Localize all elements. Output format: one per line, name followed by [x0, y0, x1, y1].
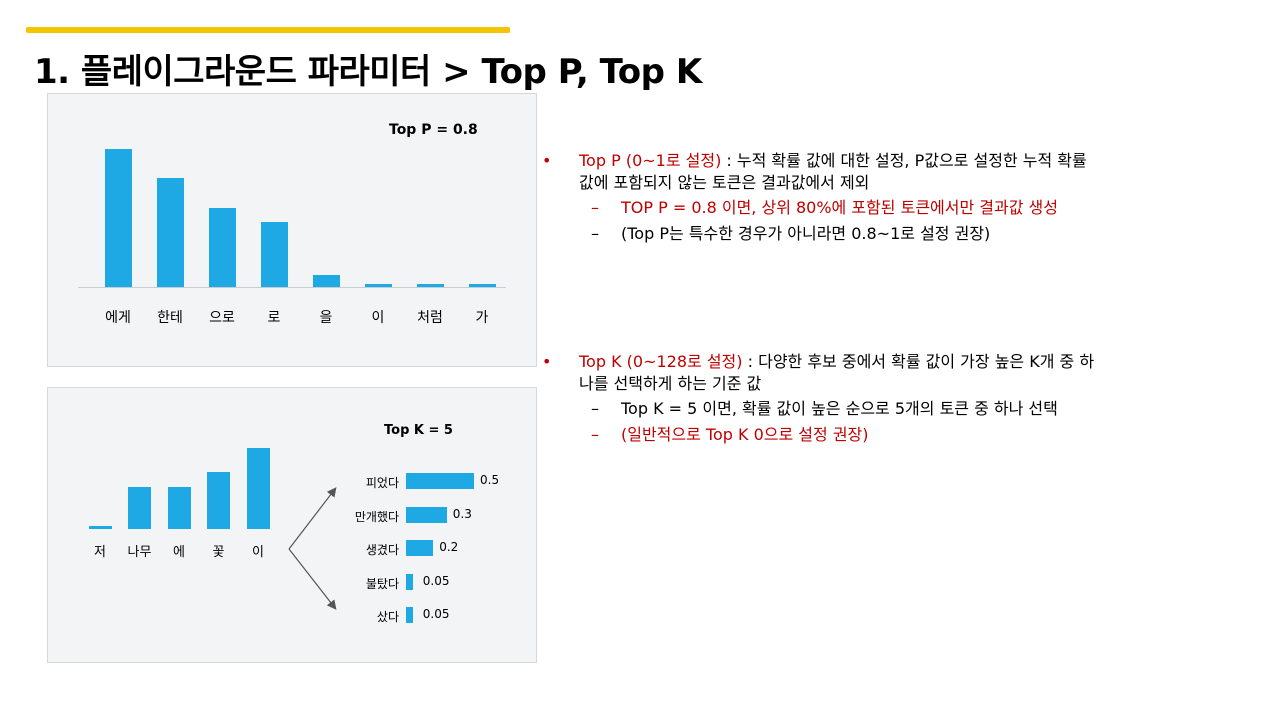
top-k-category-label: 나무 [127, 545, 152, 560]
top-p-bar-2 [156, 178, 184, 287]
sub-marker: – [591, 399, 599, 418]
top-p-sub2: (Top P는 특수한 경우가 아니라면 0.8~1로 설정 권장) [621, 224, 991, 243]
sub-marker: – [591, 425, 599, 444]
bullet-marker: • [542, 352, 552, 371]
top-p-bar-6 [364, 284, 392, 287]
top-k-bar-1 [88, 526, 112, 529]
slide-title: 1. 플레이그라운드 파라미터 > Top P, Top K [34, 52, 702, 92]
top-p-bar-3 [208, 207, 236, 287]
top-k-category-label: 이 [252, 545, 264, 560]
top-k-category-label: 꽃 [212, 545, 225, 560]
top-k-desc1: : 다양한 후보 중에서 확률 값이 가장 높은 K개 중 하 [742, 352, 1095, 371]
top-k-sub2: (일반적으로 Top K 0으로 설정 권장) [621, 425, 869, 444]
top-p-category-label: 으로 [209, 310, 235, 326]
bullet-marker: • [542, 151, 552, 170]
arrow-up [288, 487, 337, 550]
top-k-bar-2 [128, 487, 151, 529]
arrow-down [288, 548, 337, 610]
candidate-label: 생겼다 [365, 543, 399, 557]
top-p-category-label: 가 [475, 310, 489, 326]
candidate-label: 만개했다 [354, 509, 399, 524]
candidate-label: 불탔다 [365, 576, 399, 591]
top-p-category-label: 을 [319, 310, 333, 326]
top-p-lead: Top P (0~1로 설정) [579, 151, 722, 170]
top-k-chart-title: Top K = 5 [384, 423, 453, 438]
candidate-value: 0.3 [452, 506, 472, 521]
branch-arrows [288, 487, 337, 610]
candidate-value: 0.2 [439, 540, 459, 554]
top-k-sub1: Top K = 5 이면, 확률 값이 높은 순으로 5개의 토큰 중 하나 선… [621, 399, 1058, 418]
sub-marker: – [591, 224, 599, 243]
top-k-category-label: 저 [94, 545, 106, 560]
top-p-bar-1 [104, 148, 132, 287]
top-k-bar-3 [167, 487, 191, 529]
candidate-bar-1 [406, 473, 474, 489]
top-p-bar-4 [260, 222, 288, 287]
top-k-desc-line1: Top K (0~128로 설정) : 다양한 후보 중에서 확률 값이 가장 … [579, 351, 1094, 373]
top-k-category-label: 에 [173, 545, 185, 560]
top-k-bar-4 [207, 471, 230, 529]
sub-marker: – [591, 198, 599, 217]
top-k-desc2: 나를 선택하게 하는 기준 값 [579, 374, 762, 393]
candidate-value: 0.05 [422, 573, 450, 588]
top-p-category-label: 에게 [105, 310, 131, 326]
top-k-bar-5 [246, 447, 270, 529]
top-p-chart-panel: Top P = 0.8 에게 한테 으로 로 을 이 처럼 가 [47, 93, 537, 367]
top-p-bar-5 [312, 275, 340, 287]
candidate-bar-2 [406, 506, 447, 523]
top-p-category-label: 처럼 [417, 310, 443, 326]
candidate-bar-5 [406, 607, 413, 623]
top-p-chart-title: Top P = 0.8 [389, 122, 478, 138]
top-p-category-label: 한테 [157, 310, 183, 326]
top-p-category-label: 로 [267, 310, 281, 326]
top-p-sub1: TOP P = 0.8 이면, 상위 80%에 포함된 토큰에서만 결과값 생성 [621, 198, 1058, 217]
top-p-bar-8 [468, 284, 496, 287]
candidate-value: 0.5 [480, 473, 500, 487]
top-p-desc-line1: Top P (0~1로 설정) : 누적 확률 값에 대한 설정, P값으로 설… [579, 150, 1087, 172]
top-p-desc1: : 누적 확률 값에 대한 설정, P값으로 설정한 누적 확률 [721, 151, 1087, 170]
top-p-desc2: 값에 포함되지 않는 토큰은 결과값에서 제외 [579, 173, 870, 192]
candidate-bar-3 [406, 540, 434, 556]
top-p-bar-7 [416, 284, 444, 287]
candidate-value: 0.05 [422, 607, 450, 621]
candidate-label: 피었다 [365, 476, 399, 490]
candidate-label: 샀다 [376, 610, 399, 624]
candidate-bar-4 [406, 573, 413, 590]
top-p-axis-line [78, 287, 506, 288]
top-k-chart-panel: Top K = 5 저 나무 에 꽃 이 피었다 0.5 만개했다 0.3 생겼다 0.2 불탔다 0… [47, 387, 537, 663]
top-k-lead: Top K (0~128로 설정) [579, 352, 743, 371]
title-accent-bar [26, 27, 510, 33]
top-p-category-label: 이 [371, 310, 385, 326]
